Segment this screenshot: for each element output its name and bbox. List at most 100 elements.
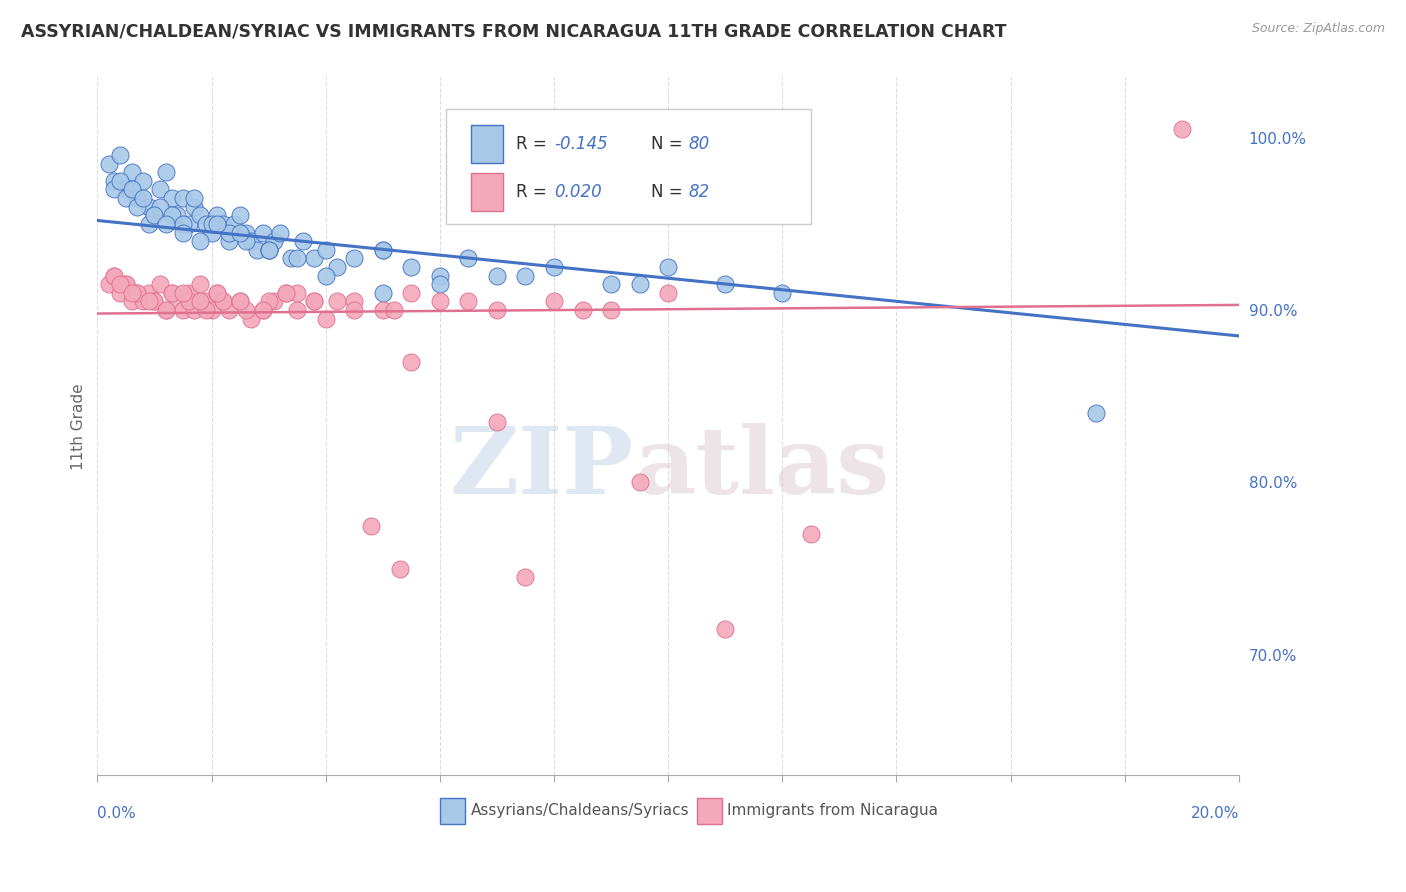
Point [429,294,451,309]
Point [205,285,228,300]
Point [166,208,188,222]
Point [457,252,479,266]
Point [343,294,366,309]
Point [280,252,302,266]
Point [121,165,143,179]
Point [304,252,326,266]
Point [188,234,211,248]
Point [326,260,349,274]
Point [429,268,451,283]
Point [115,182,138,196]
Text: 82: 82 [689,183,710,201]
Point [132,174,155,188]
Point [485,303,508,318]
Y-axis label: 11th Grade: 11th Grade [72,383,86,470]
Point [326,294,349,309]
Point [205,208,228,222]
Point [115,277,138,292]
Point [429,277,451,292]
Point [263,294,285,309]
Point [103,268,125,283]
Point [149,182,172,196]
Point [657,285,679,300]
Point [205,285,228,300]
Point [252,226,274,240]
Point [252,303,274,318]
Point [218,303,240,318]
Point [172,285,194,300]
Point [229,226,252,240]
Point [194,303,217,318]
Point [485,268,508,283]
Point [183,191,205,205]
Point [103,182,125,196]
Point [401,355,423,369]
Point [212,294,235,309]
Point [371,243,394,257]
Point [628,475,651,490]
Point [304,294,326,309]
Point [269,226,291,240]
Text: ASSYRIAN/CHALDEAN/SYRIAC VS IMMIGRANTS FROM NICARAGUA 11TH GRADE CORRELATION CHA: ASSYRIAN/CHALDEAN/SYRIAC VS IMMIGRANTS F… [21,22,1007,40]
Point [138,285,160,300]
Point [121,182,143,196]
Point [200,226,222,240]
Point [485,415,508,429]
Point [115,277,138,292]
Point [138,217,160,231]
Point [515,570,537,584]
Point [285,285,308,300]
Point [235,226,257,240]
Point [315,268,337,283]
Point [103,268,125,283]
Point [172,217,194,231]
Point [1085,407,1108,421]
Point [252,303,274,318]
Text: R =: R = [516,183,553,201]
Point [285,252,308,266]
Point [149,277,172,292]
Point [315,243,337,257]
Point [714,277,737,292]
Point [127,285,149,300]
Point [155,217,177,231]
FancyBboxPatch shape [697,797,721,824]
Point [188,294,211,309]
Point [177,217,200,231]
Point [229,294,252,309]
FancyBboxPatch shape [471,125,502,163]
Point [224,217,246,231]
Point [127,285,149,300]
Text: Immigrants from Nicaragua: Immigrants from Nicaragua [727,803,938,818]
Point [108,174,131,188]
Point [183,303,205,318]
Point [229,208,252,222]
FancyBboxPatch shape [446,109,811,224]
Point [543,260,565,274]
Point [343,303,366,318]
Point [257,294,280,309]
Point [172,303,194,318]
Point [235,234,257,248]
Point [285,303,308,318]
Point [800,527,823,541]
Point [600,303,623,318]
Point [121,294,143,309]
Point [543,294,565,309]
Text: N =: N = [651,136,688,153]
Point [657,260,679,274]
Point [600,277,623,292]
Text: atlas: atlas [634,424,889,513]
Text: 0.0%: 0.0% [97,806,136,822]
Point [188,277,211,292]
Point [149,200,172,214]
Point [127,200,149,214]
Point [108,285,131,300]
FancyBboxPatch shape [471,172,502,211]
Point [382,303,405,318]
Point [166,294,188,309]
Point [229,294,252,309]
Point [360,518,382,533]
Point [160,285,183,300]
Point [103,174,125,188]
